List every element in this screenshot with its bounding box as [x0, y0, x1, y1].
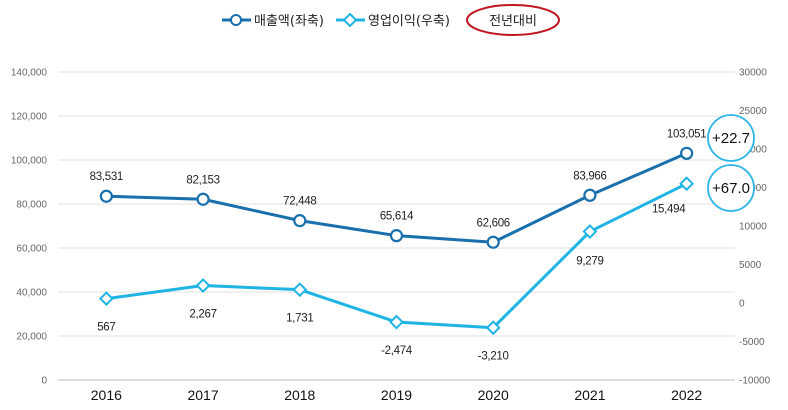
x-tick-label: 2018 — [284, 387, 315, 403]
y-left-tick-label: 20,000 — [16, 332, 47, 343]
x-tick-label: 2020 — [478, 387, 509, 403]
series-line-0 — [106, 151, 688, 244]
profit-data-label: -2,474 — [381, 345, 413, 357]
revenue-point — [99, 189, 113, 203]
x-tick-label: 2016 — [91, 387, 122, 403]
legend-revenue-marker — [230, 14, 242, 26]
legend-profit-marker — [342, 12, 358, 28]
profit-point — [98, 291, 114, 307]
y-left-tick-label: 0 — [41, 376, 47, 387]
revenue-point — [486, 235, 500, 249]
legend-yoy-ellipse — [466, 4, 560, 36]
y-left-tick-label: 40,000 — [16, 288, 47, 299]
profit-point — [485, 320, 501, 336]
y-left-tick-label: 120,000 — [11, 112, 48, 123]
y-left-tick-label: 60,000 — [16, 244, 47, 255]
x-tick-label: 2019 — [381, 387, 412, 403]
yoy-badge-circle — [707, 114, 755, 162]
x-tick-label: 2022 — [671, 387, 702, 403]
x-tick-label: 2021 — [574, 387, 605, 403]
profit-point — [195, 278, 211, 293]
revenue-data-label: 82,153 — [186, 174, 219, 186]
profit-data-label: 1,731 — [286, 313, 313, 325]
legend-yoy-label: 전년대비 — [489, 14, 537, 29]
profit-point — [679, 176, 695, 192]
revenue-point — [196, 192, 210, 206]
y-left-tick-label: 100,000 — [11, 156, 48, 167]
revenue-data-label: 65,614 — [380, 211, 414, 223]
profit-point — [582, 224, 598, 239]
profit-point — [389, 314, 404, 330]
y-right-tick-label: 5000 — [739, 260, 762, 271]
legend-revenue-label: 매출액(좌축) — [254, 14, 324, 29]
revenue-data-label: 103,051 — [667, 128, 706, 140]
profit-data-label: 9,279 — [576, 256, 603, 268]
profit-data-label: 15,494 — [652, 204, 686, 216]
revenue-point — [293, 214, 307, 228]
revenue-point — [389, 229, 404, 243]
yoy-badge-circle — [707, 164, 755, 212]
y-right-tick-label: 30000 — [739, 68, 767, 79]
profit-data-label: 567 — [97, 322, 115, 334]
profit-point — [292, 282, 308, 298]
y-right-tick-label: -5000 — [739, 337, 765, 348]
x-tick-label: 2017 — [187, 387, 218, 403]
y-left-tick-label: 140,000 — [11, 68, 48, 79]
y-right-tick-label: 0 — [739, 299, 745, 310]
y-left-tick-label: 80,000 — [16, 200, 47, 211]
y-right-tick-label: 20000 — [739, 145, 767, 156]
yoy-badge-text: +67.0 — [712, 180, 750, 197]
revenue-data-label: 72,448 — [283, 196, 316, 208]
yoy-badge-text: +22.7 — [712, 130, 750, 147]
profit-data-label: -3,210 — [478, 351, 509, 363]
y-right-tick-label: 25000 — [739, 106, 767, 117]
y-right-tick-label: -10000 — [739, 376, 771, 387]
revenue-data-label: 62,606 — [477, 217, 510, 229]
y-right-tick-label: 10000 — [739, 222, 767, 233]
revenue-point — [680, 146, 694, 160]
legend-profit-label: 영업이익(우축) — [368, 14, 450, 29]
profit-data-label: 2,267 — [189, 309, 216, 321]
revenue-data-label: 83,531 — [90, 171, 123, 183]
revenue-point — [583, 188, 597, 202]
revenue-data-label: 83,966 — [573, 170, 606, 182]
